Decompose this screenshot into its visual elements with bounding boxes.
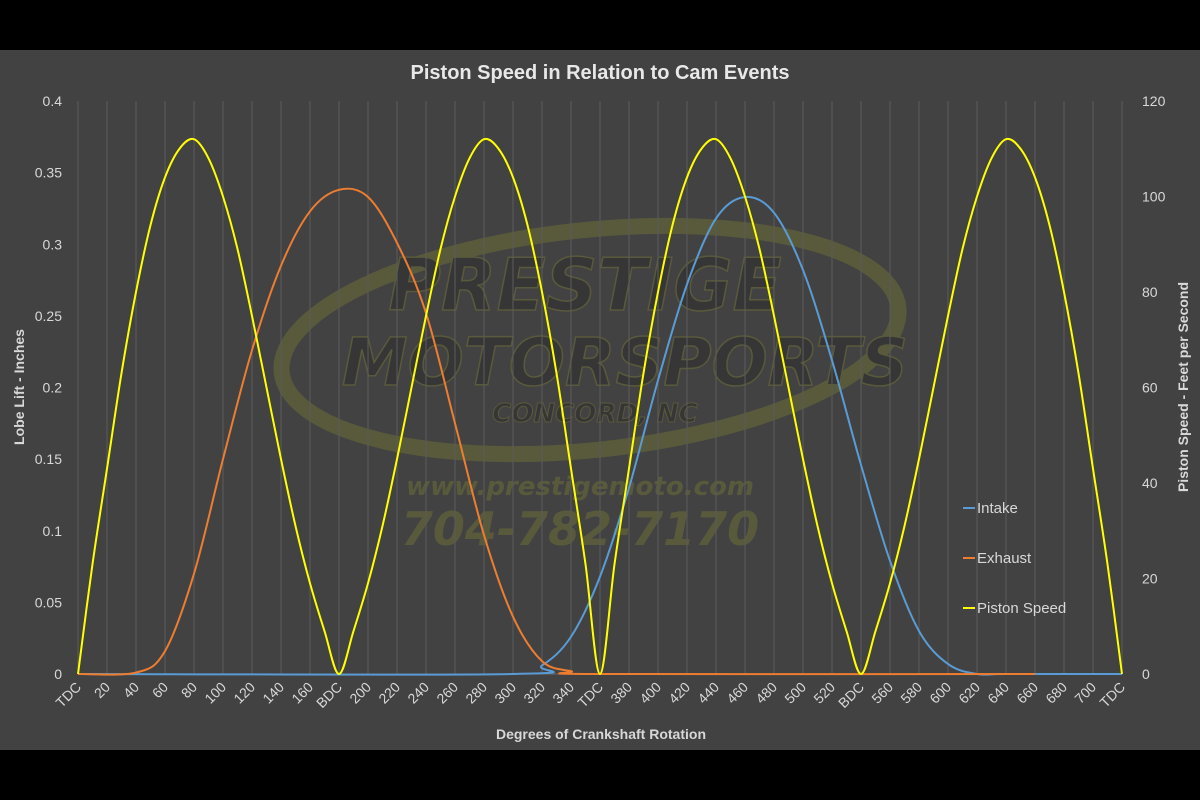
x-tick-label: TDC	[574, 679, 606, 711]
x-tick-label: 620	[955, 679, 983, 707]
y2-tick-label: 0	[1142, 666, 1150, 682]
chart-panel: PRESTIGE MOTORSPORTS CONCORD, NC www.pre…	[0, 50, 1200, 750]
x-tick-label: 420	[665, 679, 693, 707]
x-tick-label: 60	[149, 679, 171, 701]
x-tick-label: 640	[984, 679, 1012, 707]
watermark-swoosh	[273, 217, 907, 463]
y2-tick-label: 80	[1142, 284, 1158, 300]
x-tick-label: 460	[723, 679, 751, 707]
x-tick-label: 480	[752, 679, 780, 707]
x-tick-label: 240	[404, 679, 432, 707]
y2-tick-label: 60	[1142, 380, 1158, 396]
line-chart: PRESTIGE MOTORSPORTS CONCORD, NC www.pre…	[11, 62, 1191, 742]
legend: Intake Exhaust Piston Speed	[963, 500, 1066, 617]
x-tick-label: 160	[288, 679, 316, 707]
y-tick-label: 0.3	[43, 236, 63, 252]
y2-tick-label: 100	[1142, 189, 1166, 205]
y2-tick-label: 20	[1142, 571, 1158, 587]
y2-tick-label: 120	[1142, 93, 1166, 109]
x-tick-label: 500	[781, 679, 809, 707]
x-tick-label: 580	[897, 679, 925, 707]
y-tick-label: 0.1	[43, 523, 63, 539]
x-tick-label: 400	[636, 679, 664, 707]
y-tick-label: 0.15	[35, 451, 62, 467]
x-tick-label: 200	[346, 679, 374, 707]
watermark-line2: MOTORSPORTS	[342, 324, 908, 401]
x-tick-label: 280	[462, 679, 490, 707]
y-tick-label: 0.35	[35, 165, 62, 181]
watermark-url: www.prestigemoto.com	[406, 472, 754, 502]
chart-title: Piston Speed in Relation to Cam Events	[411, 62, 790, 84]
x-tick-label: 440	[694, 679, 722, 707]
x-tick-label: 520	[810, 679, 838, 707]
series-intake-line	[77, 195, 1122, 676]
y2-axis-title: Piston Speed - Feet per Second	[1175, 282, 1191, 492]
x-tick-label: BDC	[835, 679, 867, 711]
y-tick-label: 0.25	[35, 308, 62, 324]
y-axis-ticks: 0 0.05 0.1 0.15 0.2 0.25 0.3 0.35 0.4	[35, 93, 62, 682]
y2-tick-label: 40	[1142, 475, 1158, 491]
watermark-line1: PRESTIGE	[388, 243, 781, 327]
legend-label: Exhaust	[977, 550, 1032, 567]
y-axis-title: Lobe Lift - Inches	[11, 329, 27, 445]
x-tick-label: 260	[433, 679, 461, 707]
x-tick-label: 40	[120, 679, 142, 701]
x-tick-label: TDC	[52, 679, 84, 711]
x-tick-label: 140	[259, 679, 287, 707]
gridlines	[77, 101, 1123, 675]
series-piston-speed-line	[77, 137, 1123, 675]
x-tick-label: BDC	[313, 679, 345, 711]
legend-label: Intake	[977, 500, 1018, 517]
x-tick-label: 660	[1013, 679, 1041, 707]
x-tick-label: TDC	[1096, 679, 1128, 711]
x-tick-label: 120	[230, 679, 258, 707]
x-axis-title: Degrees of Crankshaft Rotation	[496, 726, 706, 742]
x-tick-label: 300	[491, 679, 519, 707]
x-tick-label: 380	[607, 679, 635, 707]
watermark-line3: CONCORD, NC	[492, 399, 698, 429]
y-tick-label: 0.05	[35, 594, 62, 610]
x-tick-label: 700	[1071, 679, 1099, 707]
y2-axis-ticks: 0 20 40 60 80 100 120	[1142, 93, 1166, 682]
x-tick-label: 680	[1042, 679, 1070, 707]
x-tick-label: 100	[201, 679, 229, 707]
x-tick-label: 320	[520, 679, 548, 707]
x-tick-label: 340	[549, 679, 577, 707]
x-tick-label: 20	[91, 679, 113, 701]
x-tick-label: 600	[926, 679, 954, 707]
watermark-logo: PRESTIGE MOTORSPORTS CONCORD, NC www.pre…	[273, 217, 909, 556]
y-tick-label: 0.2	[43, 380, 63, 396]
x-tick-label: 560	[868, 679, 896, 707]
plot-area	[77, 137, 1123, 676]
x-tick-label: 220	[375, 679, 403, 707]
y-tick-label: 0	[54, 666, 62, 682]
y-tick-label: 0.4	[43, 93, 63, 109]
series-exhaust-line	[77, 187, 1036, 676]
x-tick-label: 80	[178, 679, 200, 701]
legend-label: Piston Speed	[977, 600, 1066, 617]
